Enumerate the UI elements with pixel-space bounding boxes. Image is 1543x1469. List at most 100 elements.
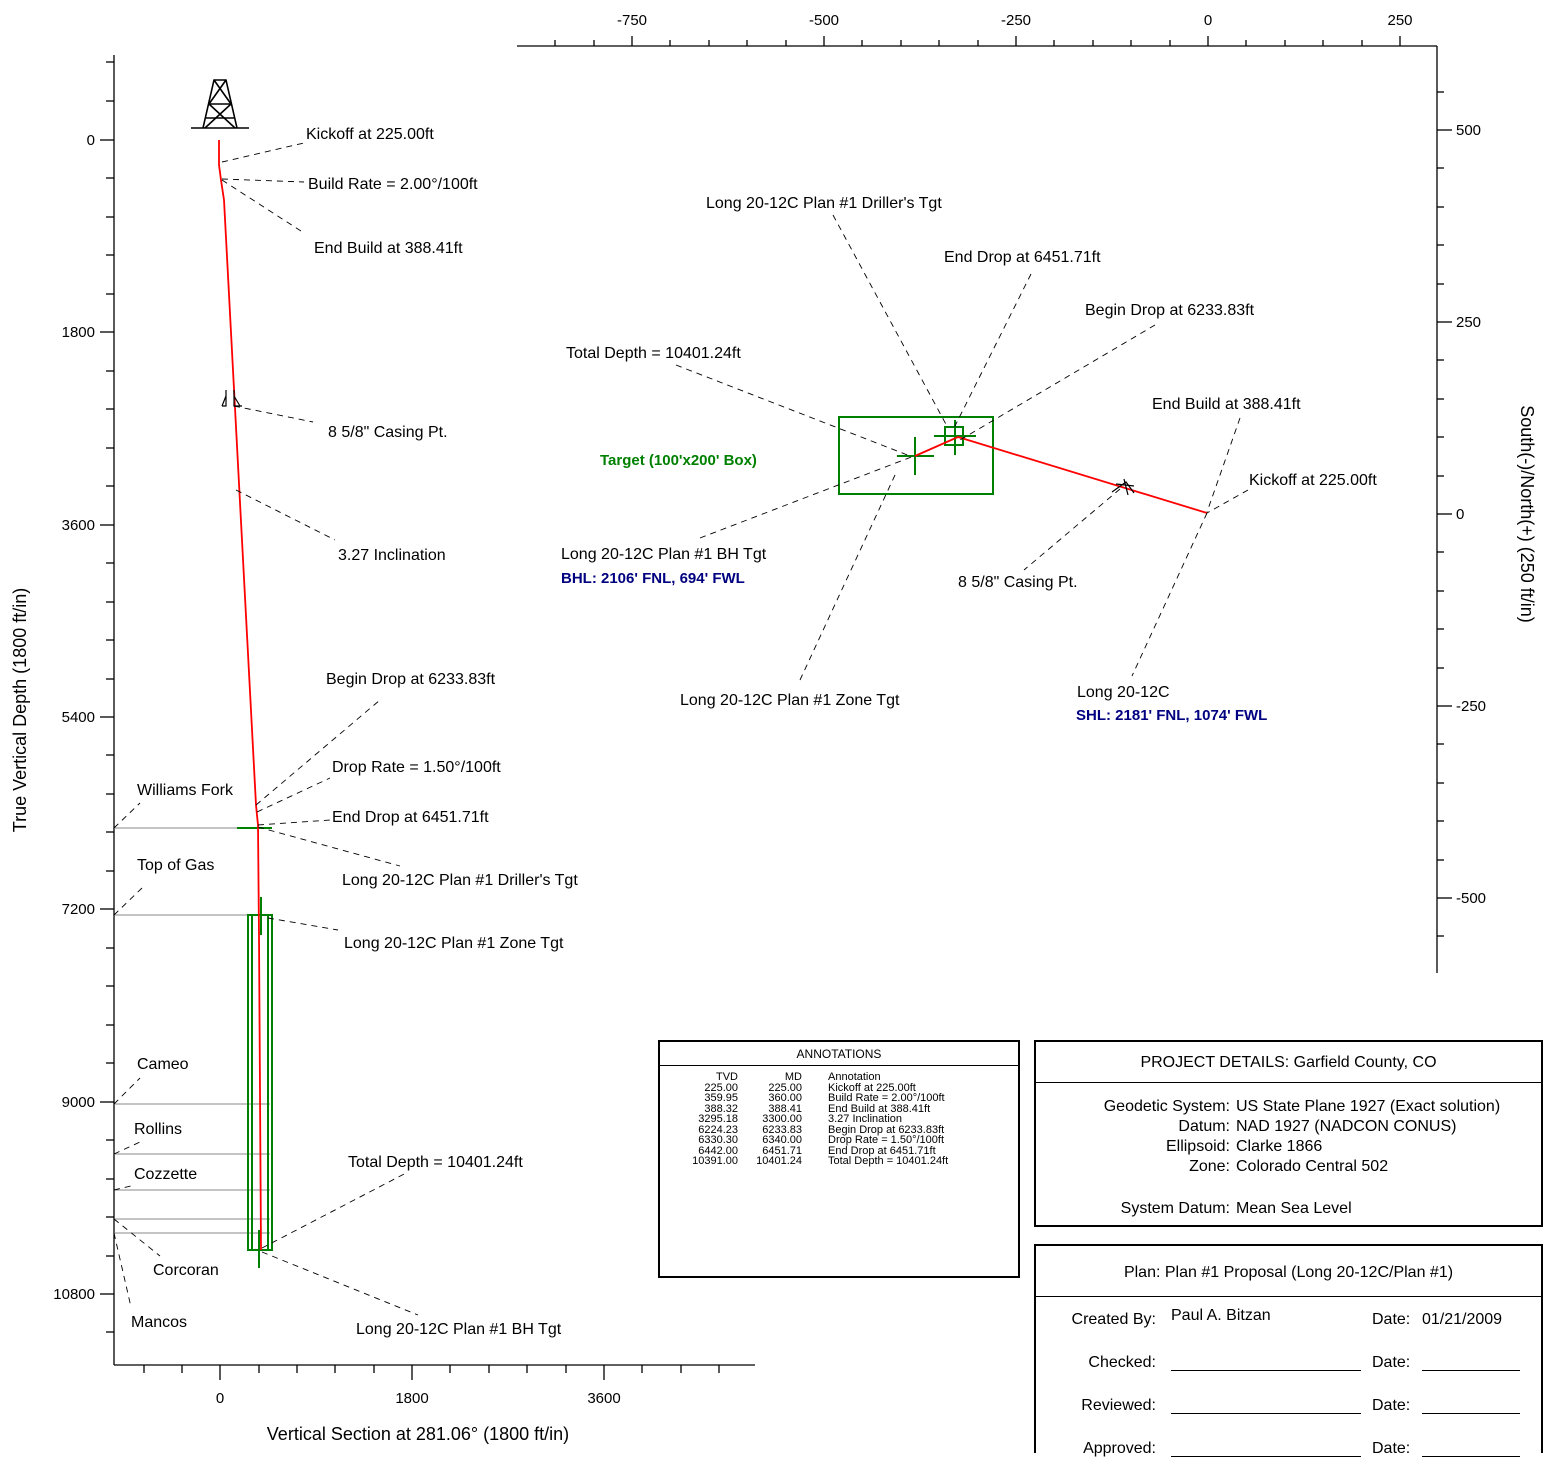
vertical-section-y-tick-labels: 0 1800 3600 5400 7200 9000 10800 xyxy=(53,132,95,1303)
cell-annotation: Build Rate = 2.00°/100ft xyxy=(828,1092,945,1104)
annotation-kickoff: Kickoff at 225.00ft xyxy=(306,126,434,143)
y-tick-label: 0 xyxy=(1456,506,1464,523)
vertical-section-x-tick-labels: 0 1800 3600 xyxy=(216,1390,621,1407)
y-tick-label: 1800 xyxy=(62,324,95,341)
table-row: 225.00 225.00 Kickoff at 225.00ft xyxy=(672,1081,952,1094)
cell-tvd: 6224.23 xyxy=(698,1123,738,1136)
datum-value: NAD 1927 (NADCON CONUS) xyxy=(1236,1118,1457,1135)
zone-label: Zone: xyxy=(1189,1158,1230,1175)
annotation-bh-tgt: Long 20-12C Plan #1 BH Tgt xyxy=(561,546,767,563)
annotation-casing: 8 5/8" Casing Pt. xyxy=(328,424,448,441)
table-row: 3295.18 3300.00 3.27 Inclination xyxy=(672,1114,952,1125)
annotation-drillers-tgt: Long 20-12C Plan #1 Driller's Tgt xyxy=(342,872,578,889)
date-label: Date: xyxy=(1372,1397,1411,1414)
cell-annotation: Drop Rate = 1.50°/100ft xyxy=(828,1134,944,1146)
annotation-total-depth: Total Depth = 10401.24ft xyxy=(348,1154,523,1171)
annotation-casing: 8 5/8" Casing Pt. xyxy=(958,574,1078,591)
approved-row: Approved: Date: xyxy=(1036,1426,1541,1469)
created-row: Created By: Paul A. Bitzan Date: 01/21/2… xyxy=(1036,1297,1541,1340)
table-row: 388.32 388.41 End Build at 388.41ft xyxy=(672,1102,952,1115)
annotations-table-box: ANNOTATIONS TVD MD Annotation 225.00 225.… xyxy=(658,1040,1020,1278)
cell-annotation: 3.27 Inclination xyxy=(828,1113,902,1125)
table-header-row: TVD MD Annotation xyxy=(672,1072,952,1083)
created-date-value: 01/21/2009 xyxy=(1422,1311,1503,1328)
annotation-end-drop: End Drop at 6451.71ft xyxy=(944,249,1101,266)
cell-tvd: 6330.30 xyxy=(698,1134,738,1146)
reviewed-date-line xyxy=(1422,1413,1520,1414)
annotation-end-drop: End Drop at 6451.71ft xyxy=(332,809,489,826)
annotation-drillers-tgt: Long 20-12C Plan #1 Driller's Tgt xyxy=(706,195,942,212)
cell-annotation: Kickoff at 225.00ft xyxy=(828,1081,916,1094)
annotation-begin-drop: Begin Drop at 6233.83ft xyxy=(1085,302,1255,319)
table-row: 6330.30 6340.00 Drop Rate = 1.50°/100ft xyxy=(672,1135,952,1146)
formation-lines xyxy=(114,827,270,1234)
cell-annotation: End Build at 388.41ft xyxy=(828,1102,931,1115)
cell-md: 6340.00 xyxy=(762,1134,802,1146)
annotation-inclination: 3.27 Inclination xyxy=(338,547,446,564)
x-tick-label: -750 xyxy=(617,12,647,29)
y-tick-label: 7200 xyxy=(62,901,95,918)
cell-md: 6451.71 xyxy=(762,1144,802,1157)
formation-labels: Williams Fork Top of Gas Cameo Rollins C… xyxy=(131,782,234,1331)
y-tick-label: 0 xyxy=(87,132,95,149)
y-tick-label: 10800 xyxy=(53,1286,95,1303)
table-row: 359.95 360.00 Build Rate = 2.00°/100ft xyxy=(672,1093,952,1104)
reviewed-label: Reviewed: xyxy=(1081,1397,1156,1414)
casing-point-icon xyxy=(221,390,242,407)
date-label: Date: xyxy=(1372,1311,1411,1328)
y-tick-label: -500 xyxy=(1456,890,1486,907)
well-name-label: Long 20-12C xyxy=(1077,684,1170,701)
ellipsoid-label: Ellipsoid: xyxy=(1165,1138,1230,1155)
annotations-table: TVD MD Annotation 225.00 225.00 Kickoff at… xyxy=(672,1072,952,1167)
column-header: TVD xyxy=(716,1071,738,1083)
annotations-title: ANNOTATIONS xyxy=(660,1042,1018,1066)
system-datum-value: Mean Sea Level xyxy=(1236,1200,1352,1217)
cell-tvd: 359.95 xyxy=(704,1092,738,1104)
cell-tvd: 388.32 xyxy=(704,1102,738,1115)
cell-annotation: Begin Drop at 6233.83ft xyxy=(828,1123,945,1136)
annotation-kickoff: Kickoff at 225.00ft xyxy=(1249,472,1377,489)
column-header: Annotation xyxy=(828,1071,881,1083)
checked-label: Checked: xyxy=(1088,1354,1156,1371)
approved-date-line xyxy=(1422,1456,1520,1457)
zone-value: Colorado Central 502 xyxy=(1236,1158,1389,1175)
cell-md: 225.00 xyxy=(768,1081,802,1094)
x-tick-label: -500 xyxy=(809,12,839,29)
vertical-section-wellpath xyxy=(218,140,262,1251)
y-tick-label: -250 xyxy=(1456,698,1486,715)
vertical-section-y-axis-label: True Vertical Depth (1800 ft/in) xyxy=(10,588,30,832)
formation-label: Top of Gas xyxy=(137,857,214,874)
annotation-zone-tgt: Long 20-12C Plan #1 Zone Tgt xyxy=(680,692,900,709)
x-tick-label: -250 xyxy=(1001,12,1031,29)
cell-md: 6233.83 xyxy=(762,1123,802,1136)
plan-view-annotations: Long 20-12C Plan #1 Driller's Tgt End Dr… xyxy=(561,195,1377,724)
drilling-rig-icon xyxy=(191,79,249,129)
system-datum-label: System Datum: xyxy=(1120,1200,1230,1217)
y-tick-label: 5400 xyxy=(62,709,95,726)
project-details-body: Geodetic System: US State Plane 1927 (Exa… xyxy=(1036,1083,1541,1219)
y-tick-label: 3600 xyxy=(62,517,95,534)
formation-label: Cozzette xyxy=(134,1166,197,1183)
approved-label: Approved: xyxy=(1083,1440,1156,1457)
cell-md: 360.00 xyxy=(768,1092,802,1104)
vertical-section-leaders xyxy=(113,142,419,1316)
date-label: Date: xyxy=(1372,1354,1411,1371)
created-by-value: Paul A. Bitzan xyxy=(1171,1307,1271,1324)
cell-md: 10401.24 xyxy=(756,1155,802,1167)
cell-annotation: Total Depth = 10401.24ft xyxy=(828,1155,949,1167)
formation-label: Williams Fork xyxy=(137,782,234,799)
ellipsoid-value: Clarke 1866 xyxy=(1236,1138,1323,1155)
x-tick-label: 0 xyxy=(1204,12,1212,29)
plan-view-wellpath xyxy=(914,436,1208,514)
table-row: 6224.23 6233.83 Begin Drop at 6233.83ft xyxy=(672,1123,952,1136)
formation-label: Cameo xyxy=(137,1056,189,1073)
geodetic-label: Geodetic System: xyxy=(1103,1098,1230,1115)
y-tick-label: 9000 xyxy=(62,1094,95,1111)
plan-title: Plan: Plan #1 Proposal (Long 20-12C/Plan… xyxy=(1036,1246,1541,1297)
cell-tvd: 225.00 xyxy=(704,1081,738,1094)
cell-md: 3300.00 xyxy=(762,1113,802,1125)
vertical-section-annotations: Kickoff at 225.00ft Build Rate = 2.00°/1… xyxy=(306,126,578,1338)
cell-annotation: End Drop at 6451.71ft xyxy=(828,1144,936,1157)
cell-tvd: 6442.00 xyxy=(698,1144,738,1157)
plan-casing-point-icon xyxy=(1111,478,1135,496)
